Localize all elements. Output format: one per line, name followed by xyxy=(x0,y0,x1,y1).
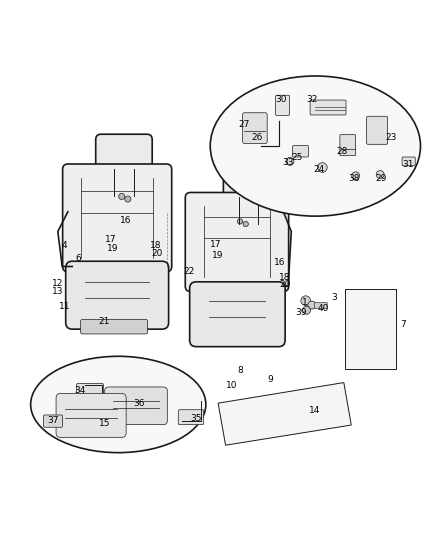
Text: 24: 24 xyxy=(313,165,325,174)
FancyBboxPatch shape xyxy=(105,387,167,425)
Text: 39: 39 xyxy=(296,308,307,317)
FancyBboxPatch shape xyxy=(293,146,308,157)
Text: 28: 28 xyxy=(337,147,348,156)
Text: 38: 38 xyxy=(348,174,360,182)
Text: 13: 13 xyxy=(52,287,64,296)
Text: 18: 18 xyxy=(279,273,290,282)
Text: 32: 32 xyxy=(306,95,318,104)
Text: 31: 31 xyxy=(403,160,414,169)
FancyBboxPatch shape xyxy=(66,261,169,329)
Text: 22: 22 xyxy=(184,267,195,276)
FancyBboxPatch shape xyxy=(185,192,289,292)
Circle shape xyxy=(119,193,125,199)
Text: 26: 26 xyxy=(252,133,263,142)
Text: 9: 9 xyxy=(268,375,274,384)
Text: 25: 25 xyxy=(291,154,303,163)
Text: 1: 1 xyxy=(301,298,307,307)
FancyBboxPatch shape xyxy=(77,383,103,398)
Circle shape xyxy=(125,196,131,202)
Text: 8: 8 xyxy=(237,366,243,375)
Circle shape xyxy=(303,306,311,314)
FancyBboxPatch shape xyxy=(223,166,274,203)
Text: 20: 20 xyxy=(151,249,162,258)
Text: 21: 21 xyxy=(99,317,110,326)
FancyBboxPatch shape xyxy=(178,410,204,425)
FancyBboxPatch shape xyxy=(81,319,148,334)
FancyBboxPatch shape xyxy=(243,113,267,143)
Text: 11: 11 xyxy=(59,302,71,311)
Text: 27: 27 xyxy=(239,119,250,128)
Ellipse shape xyxy=(31,356,206,453)
FancyBboxPatch shape xyxy=(340,135,356,156)
FancyBboxPatch shape xyxy=(310,100,346,115)
Circle shape xyxy=(376,171,384,179)
FancyBboxPatch shape xyxy=(402,157,415,166)
Circle shape xyxy=(352,172,360,180)
Text: 17: 17 xyxy=(210,240,221,249)
Text: 40: 40 xyxy=(318,304,329,313)
Text: 17: 17 xyxy=(105,235,116,244)
Text: 23: 23 xyxy=(385,133,396,142)
Text: 30: 30 xyxy=(276,95,287,104)
Text: 19: 19 xyxy=(212,251,224,260)
Text: 33: 33 xyxy=(283,158,294,167)
FancyBboxPatch shape xyxy=(345,289,396,369)
Text: 14: 14 xyxy=(309,406,320,415)
Ellipse shape xyxy=(210,76,420,216)
Text: 34: 34 xyxy=(74,385,85,394)
FancyBboxPatch shape xyxy=(43,415,63,427)
Polygon shape xyxy=(218,383,351,445)
FancyBboxPatch shape xyxy=(95,134,152,174)
FancyBboxPatch shape xyxy=(56,393,126,437)
Text: 6: 6 xyxy=(75,254,81,263)
FancyBboxPatch shape xyxy=(63,164,172,272)
Circle shape xyxy=(308,301,316,309)
Text: 29: 29 xyxy=(375,174,387,182)
Text: 3: 3 xyxy=(331,293,337,302)
Text: 4: 4 xyxy=(62,241,67,250)
Circle shape xyxy=(318,163,327,172)
FancyBboxPatch shape xyxy=(314,302,327,309)
Text: 18: 18 xyxy=(150,241,161,250)
Circle shape xyxy=(237,219,243,224)
Text: 20: 20 xyxy=(279,280,290,289)
Text: 15: 15 xyxy=(99,419,110,428)
Text: 37: 37 xyxy=(48,416,59,425)
Text: 16: 16 xyxy=(120,216,132,225)
FancyBboxPatch shape xyxy=(276,95,290,115)
Text: 36: 36 xyxy=(134,399,145,408)
Text: 16: 16 xyxy=(274,257,285,266)
Text: 35: 35 xyxy=(191,415,202,423)
FancyBboxPatch shape xyxy=(367,116,388,144)
Circle shape xyxy=(286,157,294,165)
Text: 12: 12 xyxy=(52,279,64,288)
Circle shape xyxy=(301,296,311,305)
Text: 10: 10 xyxy=(226,381,237,390)
Text: 7: 7 xyxy=(400,320,406,329)
Text: 19: 19 xyxy=(107,245,119,254)
Circle shape xyxy=(243,221,248,227)
FancyBboxPatch shape xyxy=(190,282,285,346)
